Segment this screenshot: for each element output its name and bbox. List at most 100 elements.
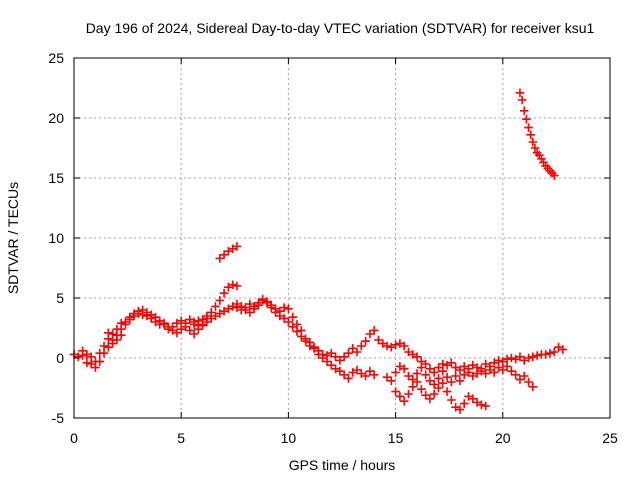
data-point — [421, 370, 430, 380]
data-point — [395, 392, 405, 401]
data-point — [519, 371, 529, 381]
data-point — [232, 242, 242, 251]
y-tick-label: 20 — [48, 110, 64, 126]
data-point — [417, 384, 426, 394]
data-point — [404, 371, 413, 381]
data-point — [245, 308, 255, 317]
x-axis-label: GPS time / hours — [289, 457, 396, 473]
data-point — [292, 320, 302, 329]
data-point — [507, 366, 516, 376]
data-point — [391, 387, 400, 396]
data-point — [455, 376, 465, 386]
data-point — [442, 387, 452, 396]
data-point — [451, 371, 460, 381]
data-point — [391, 368, 400, 377]
data-point — [198, 320, 207, 329]
data-point — [275, 306, 285, 316]
data-point — [194, 324, 203, 334]
data-point — [429, 389, 439, 399]
data-point — [112, 324, 122, 334]
y-tick-label: 0 — [56, 350, 64, 366]
data-point — [352, 365, 362, 375]
data-point — [408, 382, 418, 392]
y-tick-label: 25 — [48, 50, 64, 66]
chart-title: Day 196 of 2024, Sidereal Day-to-day VTE… — [86, 20, 595, 36]
data-point — [301, 334, 310, 344]
data-point — [438, 359, 448, 369]
data-point — [365, 366, 375, 376]
series-track-midday — [232, 294, 379, 383]
data-point — [348, 344, 358, 353]
data-point — [515, 352, 525, 362]
data-point — [134, 306, 143, 316]
data-point — [425, 376, 435, 386]
data-point — [215, 254, 225, 263]
data-point — [339, 370, 349, 380]
data-point — [292, 327, 302, 336]
data-point — [404, 389, 413, 399]
data-point — [236, 302, 246, 311]
data-point — [374, 335, 383, 345]
x-tick-label: 25 — [602, 430, 618, 446]
data-point — [121, 317, 130, 327]
data-point — [108, 329, 117, 339]
x-tick-label: 10 — [281, 430, 297, 446]
data-point — [526, 130, 535, 140]
data-point — [356, 341, 366, 351]
data-point — [331, 352, 340, 362]
data-point — [519, 106, 529, 116]
data-point — [481, 401, 490, 411]
data-point — [116, 330, 126, 340]
data-point — [361, 336, 370, 346]
data-point — [522, 114, 531, 124]
data-point — [442, 372, 452, 382]
x-tick-label: 15 — [388, 430, 404, 446]
x-tick-label: 5 — [177, 430, 185, 446]
data-point — [459, 399, 469, 408]
data-point — [524, 377, 533, 387]
data-point — [262, 297, 272, 306]
data-point — [228, 280, 237, 290]
series-track-afternoon-mid — [382, 362, 538, 392]
data-point — [219, 288, 229, 298]
data-point — [365, 329, 375, 339]
data-point — [425, 394, 435, 404]
data-point — [305, 338, 315, 347]
data-point — [517, 95, 527, 105]
data-point — [279, 303, 289, 312]
data-point — [211, 302, 220, 311]
data-point — [399, 364, 409, 374]
data-point — [189, 317, 199, 327]
data-point — [455, 365, 465, 375]
data-point — [108, 339, 117, 348]
series-track-upper-blip — [215, 242, 242, 263]
plot-frame — [73, 57, 611, 419]
data-point — [524, 353, 533, 363]
data-point — [322, 357, 332, 366]
data-point — [408, 375, 418, 384]
data-point — [447, 358, 456, 368]
x-tick-label: 20 — [495, 430, 511, 446]
data-point — [421, 390, 430, 400]
data-point — [541, 350, 550, 359]
data-point — [352, 347, 362, 357]
data-point — [425, 364, 435, 374]
data-point — [314, 350, 323, 359]
data-point — [339, 352, 349, 362]
data-point — [116, 318, 126, 328]
data-point — [502, 354, 512, 364]
data-point — [318, 353, 328, 363]
data-point — [399, 341, 409, 351]
data-point — [399, 396, 409, 406]
data-point — [206, 308, 216, 317]
series-track-main — [69, 296, 568, 377]
data-point — [549, 171, 559, 180]
data-point — [344, 348, 353, 358]
data-point — [86, 359, 96, 369]
data-point — [369, 370, 379, 380]
data-point — [421, 359, 430, 369]
data-point — [494, 356, 503, 365]
data-points — [69, 88, 568, 414]
y-axis-label: SDTVAR / TECUs — [5, 182, 21, 294]
data-point — [412, 352, 422, 362]
